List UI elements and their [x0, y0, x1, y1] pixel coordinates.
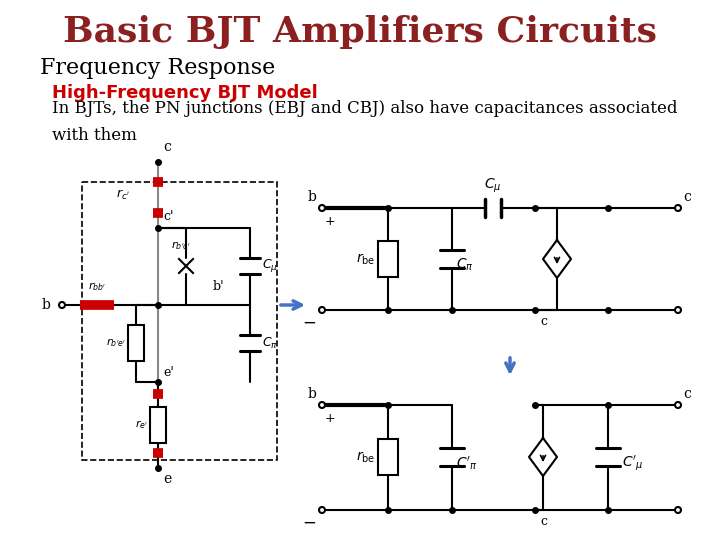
Text: c': c': [163, 210, 174, 223]
Text: +: +: [325, 412, 336, 425]
Circle shape: [319, 402, 325, 408]
Circle shape: [319, 307, 325, 313]
Text: Basic BJT Amplifiers Circuits: Basic BJT Amplifiers Circuits: [63, 15, 657, 49]
Text: $C_{\pi}$: $C_{\pi}$: [456, 257, 474, 273]
Text: Frequency Response: Frequency Response: [40, 57, 275, 79]
Text: c: c: [683, 387, 691, 401]
Text: $-$: $-$: [302, 313, 316, 331]
Text: $C'_{\mu}$: $C'_{\mu}$: [622, 453, 644, 472]
Text: e': e': [163, 366, 174, 379]
Text: High-Frequency BJT Model: High-Frequency BJT Model: [52, 84, 318, 102]
Text: $C'_{\pi}$: $C'_{\pi}$: [456, 454, 478, 472]
Circle shape: [319, 507, 325, 513]
Text: b': b': [213, 280, 225, 293]
Bar: [82, 182, 277, 460]
Bar: [150, 407, 166, 443]
Circle shape: [675, 307, 681, 313]
Text: $r_{e'}$: $r_{e'}$: [135, 418, 148, 431]
Text: $r_{b'e'}$: $r_{b'e'}$: [106, 336, 126, 349]
Text: c: c: [540, 515, 547, 528]
Circle shape: [319, 205, 325, 211]
Text: $r_{c'}$: $r_{c'}$: [116, 188, 130, 202]
Text: $r_{bb'}$: $r_{bb'}$: [88, 280, 107, 293]
Circle shape: [675, 205, 681, 211]
Text: b: b: [307, 190, 316, 204]
Text: c: c: [683, 190, 691, 204]
Text: $C_{\mu}$: $C_{\mu}$: [485, 177, 502, 195]
Text: $r_{\rm be}$: $r_{\rm be}$: [356, 251, 375, 267]
Circle shape: [675, 507, 681, 513]
Text: $-$: $-$: [302, 513, 316, 531]
Text: e: e: [163, 472, 171, 486]
Text: +: +: [325, 215, 336, 228]
Bar: [378, 241, 398, 277]
Text: $r_{\rm be}$: $r_{\rm be}$: [356, 449, 375, 465]
Text: b: b: [307, 387, 316, 401]
Text: b: b: [41, 298, 50, 312]
Text: $r_{b'c'}$: $r_{b'c'}$: [171, 239, 191, 252]
Bar: [378, 439, 398, 475]
Bar: [128, 325, 144, 361]
Circle shape: [59, 302, 65, 308]
Text: $C_{\mu}$: $C_{\mu}$: [262, 258, 278, 274]
Text: c: c: [163, 140, 171, 154]
Text: c: c: [540, 315, 547, 328]
Text: $C_{\pi}$: $C_{\pi}$: [262, 335, 278, 350]
Circle shape: [675, 402, 681, 408]
Text: In BJTs, the PN junctions (EBJ and CBJ) also have capacitances associated
with t: In BJTs, the PN junctions (EBJ and CBJ) …: [52, 100, 678, 144]
